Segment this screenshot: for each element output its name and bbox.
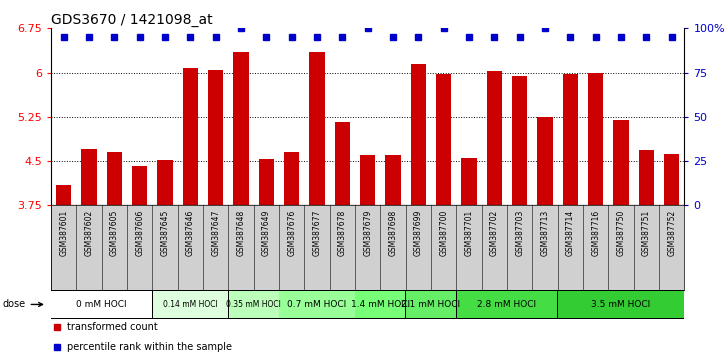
Text: GSM387647: GSM387647 [211,210,220,256]
Text: GSM387701: GSM387701 [464,210,473,256]
Text: 3.5 mM HOCl: 3.5 mM HOCl [591,300,651,309]
Bar [563,74,578,205]
Text: GSM387645: GSM387645 [160,210,170,256]
Text: GSM387698: GSM387698 [389,210,397,256]
Text: GSM387646: GSM387646 [186,210,195,256]
Bar [157,160,173,205]
Text: GSM387649: GSM387649 [262,210,271,256]
Text: 0 mM HOCl: 0 mM HOCl [76,300,127,309]
Text: GSM387751: GSM387751 [642,210,651,256]
Bar [614,120,628,205]
Bar [335,121,350,205]
Bar [385,155,400,205]
Text: GSM387702: GSM387702 [490,210,499,256]
Text: GSM387602: GSM387602 [84,210,93,256]
Text: GSM387677: GSM387677 [312,210,322,256]
Bar [229,291,279,318]
Bar [588,73,604,205]
Bar [309,52,325,205]
Bar [208,70,223,205]
Bar [406,291,456,318]
Bar [280,291,355,318]
Bar [638,150,654,205]
Bar [537,117,553,205]
Bar [258,159,274,205]
Bar [284,152,299,205]
Text: GSM387601: GSM387601 [59,210,68,256]
Text: percentile rank within the sample: percentile rank within the sample [67,342,232,352]
Bar [82,149,97,205]
Text: 1.4 mM HOCl: 1.4 mM HOCl [351,300,410,309]
Text: 2.1 mM HOCl: 2.1 mM HOCl [401,300,461,309]
Bar [355,291,405,318]
Bar [234,52,248,205]
Text: GSM387713: GSM387713 [540,210,550,256]
Bar [664,154,679,205]
Text: GSM387678: GSM387678 [338,210,347,256]
Text: GSM387750: GSM387750 [617,210,625,256]
Bar [107,152,122,205]
Text: GSM387714: GSM387714 [566,210,575,256]
Text: 0.14 mM HOCl: 0.14 mM HOCl [163,300,218,309]
Bar [360,155,375,205]
Text: GSM387679: GSM387679 [363,210,372,256]
Bar [436,74,451,205]
Text: GSM387606: GSM387606 [135,210,144,256]
Text: 0.7 mM HOCl: 0.7 mM HOCl [288,300,347,309]
Text: 0.35 mM HOCl: 0.35 mM HOCl [226,300,281,309]
Text: transformed count: transformed count [67,322,157,332]
Text: GDS3670 / 1421098_at: GDS3670 / 1421098_at [51,13,213,27]
Text: GSM387648: GSM387648 [237,210,245,256]
Text: GSM387716: GSM387716 [591,210,600,256]
Bar [183,68,198,205]
Bar [487,72,502,205]
Bar [558,291,684,318]
Bar [51,291,152,318]
Text: 2.8 mM HOCl: 2.8 mM HOCl [478,300,537,309]
Text: GSM387699: GSM387699 [414,210,423,256]
Bar [456,291,558,318]
Bar [411,64,426,205]
Text: GSM387676: GSM387676 [287,210,296,256]
Bar [462,158,477,205]
Text: GSM387752: GSM387752 [667,210,676,256]
Text: GSM387700: GSM387700 [439,210,448,256]
Bar [56,185,71,205]
Bar [132,166,147,205]
Text: dose: dose [3,299,42,309]
Bar [153,291,228,318]
Text: GSM387703: GSM387703 [515,210,524,256]
Text: GSM387605: GSM387605 [110,210,119,256]
Bar [512,75,527,205]
